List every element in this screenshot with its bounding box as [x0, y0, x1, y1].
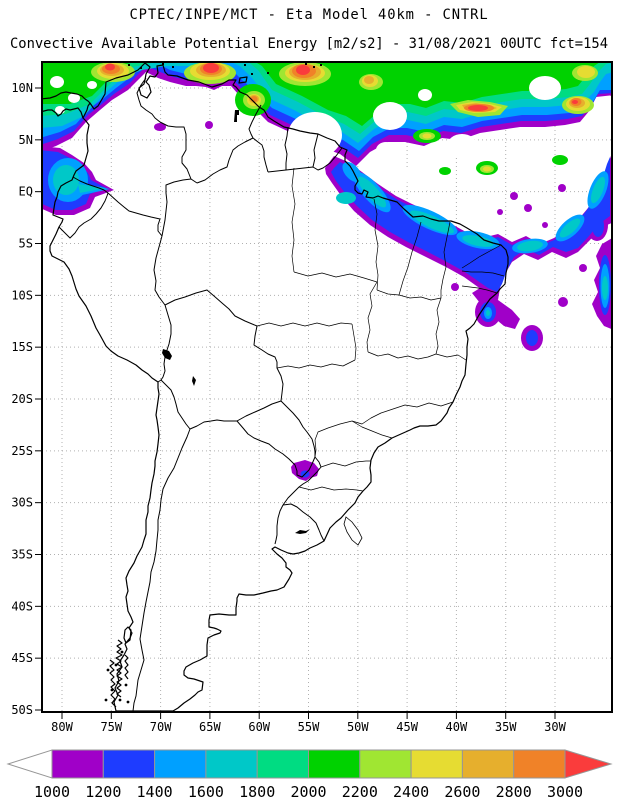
fjords-squiggle-2 [109, 659, 117, 708]
lat-label-5S: 5S [19, 236, 33, 250]
island-dot [251, 73, 253, 75]
cape-below-1000-holes [50, 76, 561, 184]
lon-label-70W: 70W [150, 720, 172, 734]
colorbar-label-2400: 2400 [393, 783, 429, 800]
island-dot [128, 64, 130, 66]
country-borders [58, 77, 343, 712]
coastlines [42, 62, 509, 712]
colorbar-box-2000 [308, 749, 361, 779]
panama-pacific-coast [42, 107, 84, 119]
fjords-squiggle-3 [124, 654, 129, 680]
colorbar-box-2200 [359, 749, 412, 779]
island-dot [162, 63, 164, 65]
lakes-and-details [104, 63, 363, 708]
fjord-dot [118, 698, 122, 702]
colorbar-legend: 1000 1200 1400 1600 1800 2000 2200 2400 2600 2800… [6, 749, 613, 800]
chiloe-island [123, 626, 132, 644]
colorbar-box-1800 [256, 749, 310, 779]
lat-label-10S: 10S [11, 288, 33, 302]
lat-label-45S: 45S [11, 651, 33, 665]
chart-title-variable: Convective Available Potential Energy [m… [10, 36, 608, 52]
lat-label-EQ: EQ [19, 185, 33, 199]
lon-label-60W: 60W [248, 720, 270, 734]
colorbar-box-2800 [513, 749, 566, 779]
island-dot [313, 66, 315, 68]
colorbar-box-1600 [205, 749, 258, 779]
lat-label-15S: 15S [11, 340, 33, 354]
fjord-dot [106, 668, 110, 672]
island-dot [267, 72, 269, 74]
lon-label-55W: 55W [298, 720, 320, 734]
lon-label-80W: 80W [51, 720, 73, 734]
axes-grid: 10N 5N EQ 5S 10S 15S 20S 25S 30S 35S 40S 45S 50S 80W 7… [11, 62, 612, 734]
lon-label-50W: 50W [347, 720, 369, 734]
colorbar-label-1000: 1000 [34, 783, 70, 800]
colorbar-right-arrow [564, 749, 613, 779]
island-dot [140, 67, 142, 69]
map-frame [41, 61, 613, 713]
colorbar-box-1000 [51, 749, 104, 779]
colorbar-label-1200: 1200 [85, 783, 121, 800]
rio-negro-reservoir [295, 529, 310, 534]
lat-label-20S: 20S [11, 392, 33, 406]
trinidad-island [238, 76, 248, 84]
lat-label-5N: 5N [19, 133, 33, 147]
island-dot [320, 64, 322, 66]
colorbar-box-2600 [461, 749, 515, 779]
orinoco-delta-speck [234, 110, 239, 122]
island-dot [305, 63, 307, 65]
lon-label-75W: 75W [100, 720, 122, 734]
lat-label-10N: 10N [11, 81, 33, 95]
colorbar-label-2200: 2200 [342, 783, 378, 800]
colorbar-label-2600: 2600 [444, 783, 480, 800]
fjord-dot [104, 698, 108, 702]
lake-poopo [192, 376, 196, 386]
colorbar-label-1800: 1800 [239, 783, 275, 800]
colorbar-label-3000: 3000 [547, 783, 583, 800]
lon-label-30W: 30W [544, 720, 566, 734]
colorbar-label-2800: 2800 [496, 783, 532, 800]
colorbar-box-1200 [102, 749, 156, 779]
fjord-dot [114, 663, 118, 667]
island-dot [244, 64, 246, 66]
lon-label-40W: 40W [446, 720, 468, 734]
lat-label-40S: 40S [11, 599, 33, 613]
colorbar-left-arrow [6, 749, 53, 779]
lake-titicaca [162, 349, 172, 360]
colorbar-box-2400 [410, 749, 463, 779]
lon-label-45W: 45W [396, 720, 418, 734]
south-america-coastline [49, 62, 509, 712]
lagoa-dos-patos [343, 516, 363, 546]
lat-label-25S: 25S [11, 444, 33, 458]
colorbar-box-1400 [154, 749, 207, 779]
chart-title-model: CPTEC/INPE/MCT - Eta Model 40km - CNTRL [129, 7, 488, 23]
fjord-dot [124, 683, 128, 687]
cape-field [42, 62, 612, 481]
lon-label-35W: 35W [495, 720, 517, 734]
colorbar-label-1600: 1600 [188, 783, 224, 800]
colorbar-label-1400: 1400 [137, 783, 173, 800]
lat-label-30S: 30S [11, 496, 33, 510]
state-borders [256, 167, 505, 492]
colorbar-label-2000: 2000 [290, 783, 326, 800]
lat-label-35S: 35S [11, 547, 33, 561]
fjord-dot [120, 650, 124, 654]
fjords-squiggle-1 [115, 639, 123, 698]
lat-label-50S: 50S [11, 703, 33, 717]
map-area [42, 62, 612, 712]
fjord-dot [110, 688, 114, 692]
cape-level-3000 [105, 63, 578, 111]
island-dot [172, 66, 174, 68]
panama-caribbean-coast [42, 91, 91, 104]
lon-label-65W: 65W [199, 720, 221, 734]
fjord-dot [126, 700, 130, 704]
